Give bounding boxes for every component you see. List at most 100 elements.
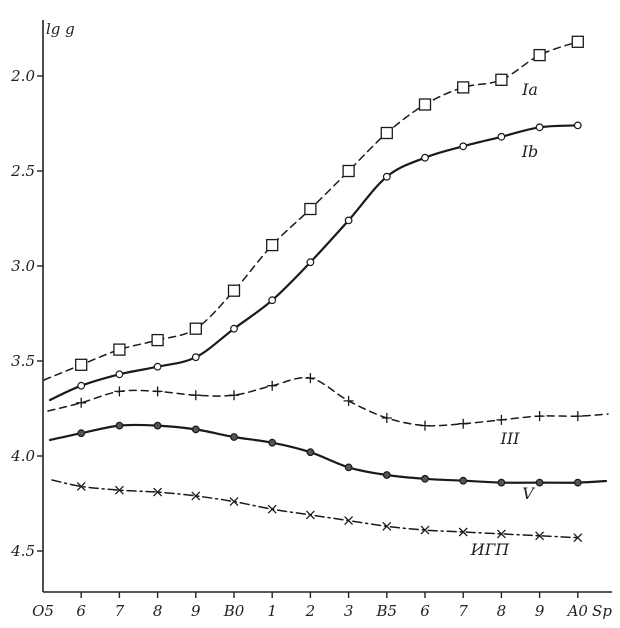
data-point-3: [230, 433, 238, 441]
data-point-0: [75, 358, 88, 371]
data-point-3: [382, 471, 391, 479]
data-point-0: [227, 284, 241, 297]
data-point-2: [420, 420, 430, 431]
data-point-1: [268, 296, 277, 305]
data-point-1: [421, 153, 429, 162]
data-point-4: [191, 491, 201, 501]
data-point-2: [458, 418, 469, 429]
data-point-1: [382, 172, 391, 181]
x-tick-label: 1: [267, 602, 277, 620]
data-point-0: [380, 126, 393, 140]
data-point-3: [306, 448, 315, 457]
data-point-1: [153, 362, 162, 371]
data-point-2: [534, 411, 545, 422]
series-label-1: Ib: [521, 142, 539, 161]
data-point-1: [573, 121, 582, 130]
data-point-2: [305, 373, 316, 384]
data-point-0: [189, 322, 202, 335]
data-point-3: [535, 478, 544, 487]
x-tick-label: 8: [497, 602, 507, 620]
data-point-4: [153, 487, 163, 497]
data-point-2: [190, 390, 201, 401]
series-label-0: Ia: [521, 80, 538, 99]
data-point-4: [229, 497, 239, 507]
x-tick-label: 6: [420, 602, 430, 620]
y-tick-label: 2.5: [10, 162, 35, 180]
x-tick-label: 7: [115, 602, 125, 620]
data-point-2: [229, 390, 239, 401]
data-point-4: [76, 481, 86, 491]
data-point-1: [344, 216, 353, 225]
data-point-0: [304, 202, 317, 216]
data-point-3: [268, 438, 277, 447]
x-tick-label: 3: [344, 602, 354, 620]
series-line-4: [51, 479, 579, 539]
data-point-2: [572, 411, 583, 422]
data-point-3: [459, 476, 468, 485]
data-point-0: [457, 81, 470, 94]
data-point-4: [344, 516, 354, 526]
data-point-1: [115, 370, 124, 379]
series-line-3: [48, 423, 608, 484]
data-point-3: [153, 421, 162, 430]
x-tick-label: A0: [566, 602, 589, 620]
data-point-2: [343, 395, 354, 406]
data-point-0: [151, 333, 164, 347]
data-point-1: [535, 123, 544, 132]
x-tick-label: 9: [191, 602, 201, 620]
y-tick-label: 4.5: [10, 542, 35, 560]
x-tick-label: 6: [76, 602, 86, 620]
data-point-4: [420, 525, 430, 535]
data-point-3: [497, 478, 506, 487]
data-point-4: [114, 485, 124, 495]
data-point-0: [495, 73, 508, 86]
data-point-4: [535, 531, 545, 541]
data-point-2: [152, 386, 163, 397]
data-point-1: [77, 381, 86, 390]
data-point-2: [496, 414, 507, 425]
data-point-1: [191, 353, 200, 362]
x-tick-label: 9: [535, 602, 545, 620]
data-point-2: [114, 386, 125, 397]
x-tick-label: 7: [458, 602, 468, 620]
data-point-3: [191, 425, 200, 434]
x-tick-label: 2: [305, 602, 316, 620]
data-point-0: [266, 238, 279, 252]
x-tick-label: B0: [223, 602, 245, 620]
series-label-3: V: [522, 484, 535, 503]
data-point-4: [496, 529, 506, 539]
x-tick-label: 8: [153, 602, 163, 620]
data-point-3: [344, 463, 353, 472]
data-point-1: [230, 324, 238, 333]
data-point-4: [382, 521, 392, 531]
y-tick-label: 3.5: [11, 352, 35, 370]
data-point-4: [305, 510, 315, 520]
data-point-4: [267, 504, 277, 514]
data-point-1: [459, 142, 468, 151]
data-point-2: [381, 413, 392, 423]
x-tick-label: B5: [376, 602, 398, 620]
data-point-2: [76, 397, 87, 408]
data-point-0: [418, 98, 432, 111]
data-point-0: [571, 35, 584, 48]
y-tick-label: 3.0: [11, 257, 35, 275]
data-point-0: [342, 164, 355, 178]
data-point-0: [533, 48, 546, 62]
data-point-0: [113, 343, 126, 356]
series-line-2: [47, 376, 609, 427]
y-tick-label: 2.0: [10, 67, 35, 85]
y-axis-label: lg g: [46, 20, 75, 38]
data-point-3: [421, 474, 429, 483]
data-point-4: [458, 527, 468, 537]
data-point-3: [115, 421, 124, 430]
data-point-4: [573, 533, 583, 543]
data-point-1: [497, 132, 506, 141]
data-point-1: [306, 258, 315, 267]
y-tick-label: 4.0: [10, 447, 35, 465]
series-label-2: III: [500, 429, 521, 448]
x-tick-label: O5: [32, 602, 54, 620]
series-label-4: ИГП: [470, 540, 511, 559]
data-point-3: [77, 429, 86, 438]
